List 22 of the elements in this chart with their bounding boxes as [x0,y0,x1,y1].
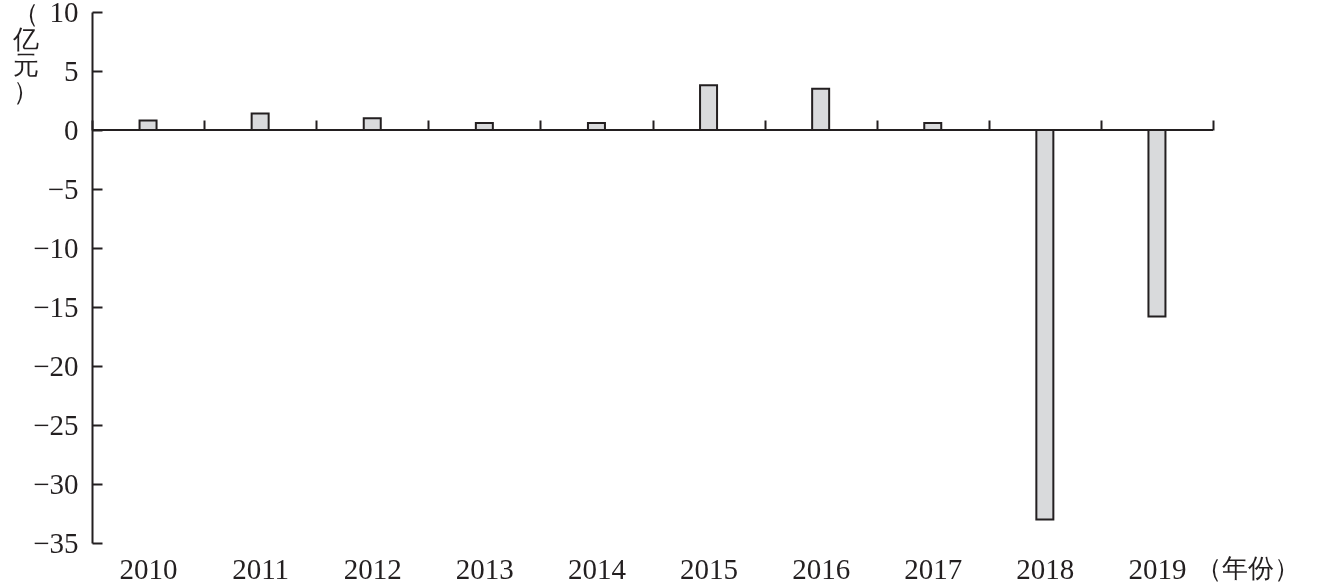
y-tick-label: 5 [64,54,79,87]
y-tick-label: −25 [33,408,79,441]
y-axis-title: （亿元） [11,0,39,106]
x-tick-label: 2012 [343,552,402,585]
x-tick-label: 2011 [232,552,290,585]
x-tick-label: 2015 [680,552,739,585]
x-tick-label: 2017 [904,552,963,585]
x-tick-label: 2018 [1016,552,1075,585]
x-axis-title: （年份） [1195,552,1300,583]
x-tick-label: 2013 [455,552,514,585]
x-tick-label: 2014 [567,552,627,585]
y-tick-label: −10 [33,231,79,264]
y-tick-label: −5 [47,172,79,205]
x-tick-label: 2010 [119,552,178,585]
x-tick-label: 2019 [1128,552,1187,585]
y-tick-label: 0 [64,113,79,146]
y-tick-label: −20 [33,349,79,382]
y-tick-label: −15 [33,290,79,323]
x-tick-label: 2016 [792,552,851,585]
y-tick-label: −30 [33,467,79,500]
y-tick-label: 10 [49,0,79,28]
y-tick-label: −35 [33,526,79,559]
